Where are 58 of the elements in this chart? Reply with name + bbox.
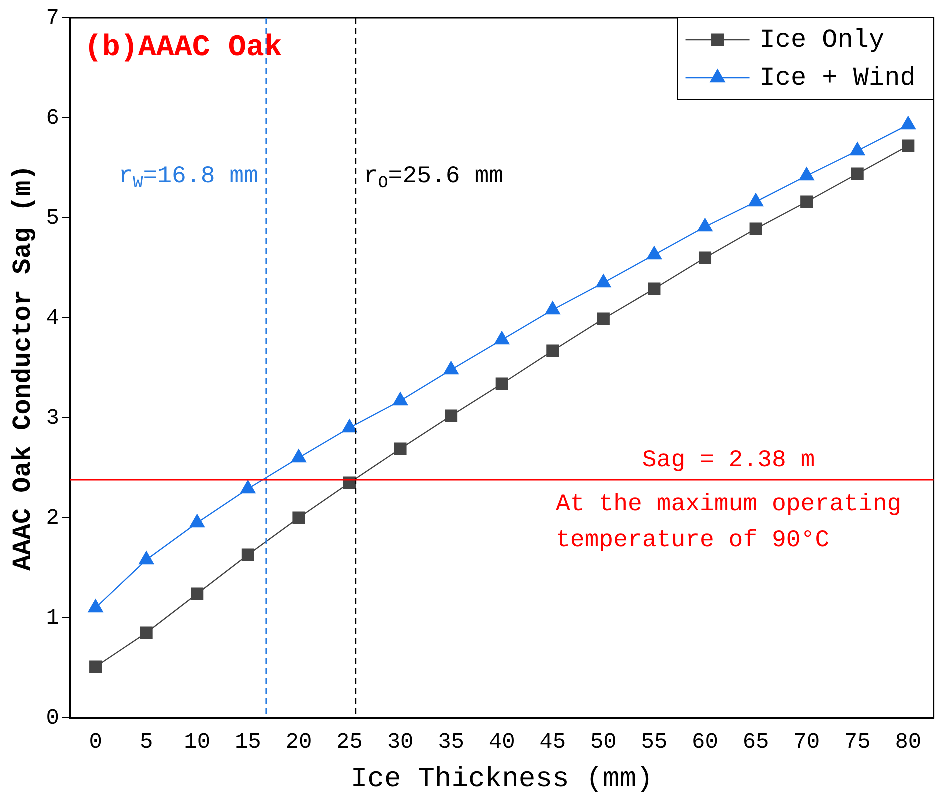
x-tick-label: 65 bbox=[742, 730, 770, 756]
point bbox=[646, 246, 662, 260]
y-tick-label: 4 bbox=[46, 306, 60, 331]
point bbox=[596, 274, 612, 288]
x-axis-title: Ice Thickness (mm) bbox=[350, 764, 654, 796]
text: (b)AAAC Oak bbox=[84, 32, 282, 66]
y-tick-label: 2 bbox=[46, 506, 60, 531]
point bbox=[850, 142, 866, 156]
legend-label: Ice + Wind bbox=[760, 62, 916, 93]
x-tick-label: 50 bbox=[590, 730, 617, 756]
x-tick-label: 0 bbox=[89, 730, 102, 756]
point bbox=[394, 442, 407, 456]
legend-label: Ice Only bbox=[760, 24, 885, 55]
point bbox=[546, 344, 560, 358]
x-tick-label: 5 bbox=[140, 730, 154, 756]
point bbox=[698, 218, 713, 232]
point bbox=[444, 361, 459, 375]
x-tick-label: 80 bbox=[895, 730, 922, 756]
x-tick-label: 60 bbox=[692, 730, 718, 756]
point bbox=[291, 449, 306, 463]
x-tick-label: 25 bbox=[336, 730, 363, 756]
y-tick-label: 7 bbox=[46, 6, 60, 31]
point bbox=[292, 512, 306, 524]
y-axis-title: AAAC Oak Conductor Sag (m) bbox=[8, 165, 38, 571]
point bbox=[190, 514, 205, 528]
x-tick-label: 15 bbox=[234, 730, 262, 756]
x-tick-label: 45 bbox=[540, 730, 566, 756]
ref-line-label: Sag = 2.38 m bbox=[642, 447, 816, 474]
point bbox=[900, 116, 916, 130]
annotation: At the maximum operating temperature of 90°C bbox=[556, 491, 902, 554]
x-tick-label: 35 bbox=[438, 730, 465, 756]
x-tick-label: 70 bbox=[794, 730, 820, 756]
point bbox=[342, 419, 358, 433]
y-tick-label: 0 bbox=[46, 706, 60, 731]
point bbox=[648, 282, 661, 296]
point bbox=[242, 548, 254, 562]
y-tick-label: 6 bbox=[46, 106, 60, 131]
point bbox=[445, 410, 458, 422]
x-tick-label: 75 bbox=[844, 730, 871, 756]
y-tick-label: 1 bbox=[46, 606, 60, 631]
point bbox=[799, 167, 814, 181]
point bbox=[494, 331, 510, 345]
y-tick-label: 5 bbox=[46, 206, 60, 231]
point bbox=[240, 480, 256, 494]
x-tick-label: 10 bbox=[184, 730, 211, 756]
point bbox=[140, 626, 153, 640]
point bbox=[545, 301, 560, 315]
x-tick-label: 55 bbox=[641, 730, 668, 756]
x-tick-label: 40 bbox=[488, 730, 516, 756]
point bbox=[191, 588, 204, 600]
x-tick-label: 20 bbox=[286, 730, 312, 756]
point bbox=[748, 193, 764, 207]
y-tick-label: 3 bbox=[46, 406, 60, 431]
point bbox=[496, 378, 508, 390]
point bbox=[392, 392, 408, 406]
point bbox=[90, 660, 102, 674]
point bbox=[597, 312, 610, 326]
x-tick-label: 30 bbox=[387, 730, 414, 756]
